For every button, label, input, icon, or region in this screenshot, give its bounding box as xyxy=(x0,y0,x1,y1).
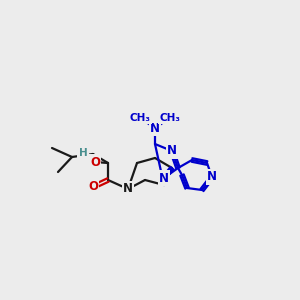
Text: CH₃: CH₃ xyxy=(160,113,181,123)
Text: N: N xyxy=(150,122,160,134)
Text: H: H xyxy=(79,148,87,158)
Text: N: N xyxy=(123,182,133,196)
Text: N: N xyxy=(159,172,169,184)
Text: O: O xyxy=(88,181,98,194)
Text: N: N xyxy=(167,145,177,158)
Text: N: N xyxy=(207,170,217,184)
Text: CH₃: CH₃ xyxy=(130,113,151,123)
Text: O: O xyxy=(90,155,100,169)
